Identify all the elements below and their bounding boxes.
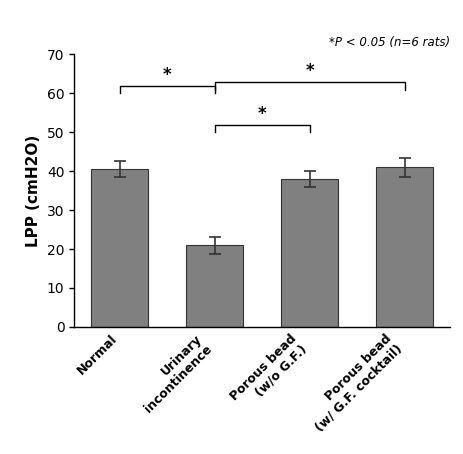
Text: *: * — [257, 104, 266, 123]
Text: *: * — [163, 66, 171, 84]
Text: *: * — [305, 62, 313, 80]
Bar — [91, 169, 148, 327]
Bar — [281, 179, 338, 327]
Text: *P < 0.05 (n=6 rats): *P < 0.05 (n=6 rats) — [328, 36, 449, 49]
Bar — [186, 245, 243, 327]
Bar — [375, 168, 432, 327]
Y-axis label: LPP (cmH2O): LPP (cmH2O) — [26, 134, 41, 247]
